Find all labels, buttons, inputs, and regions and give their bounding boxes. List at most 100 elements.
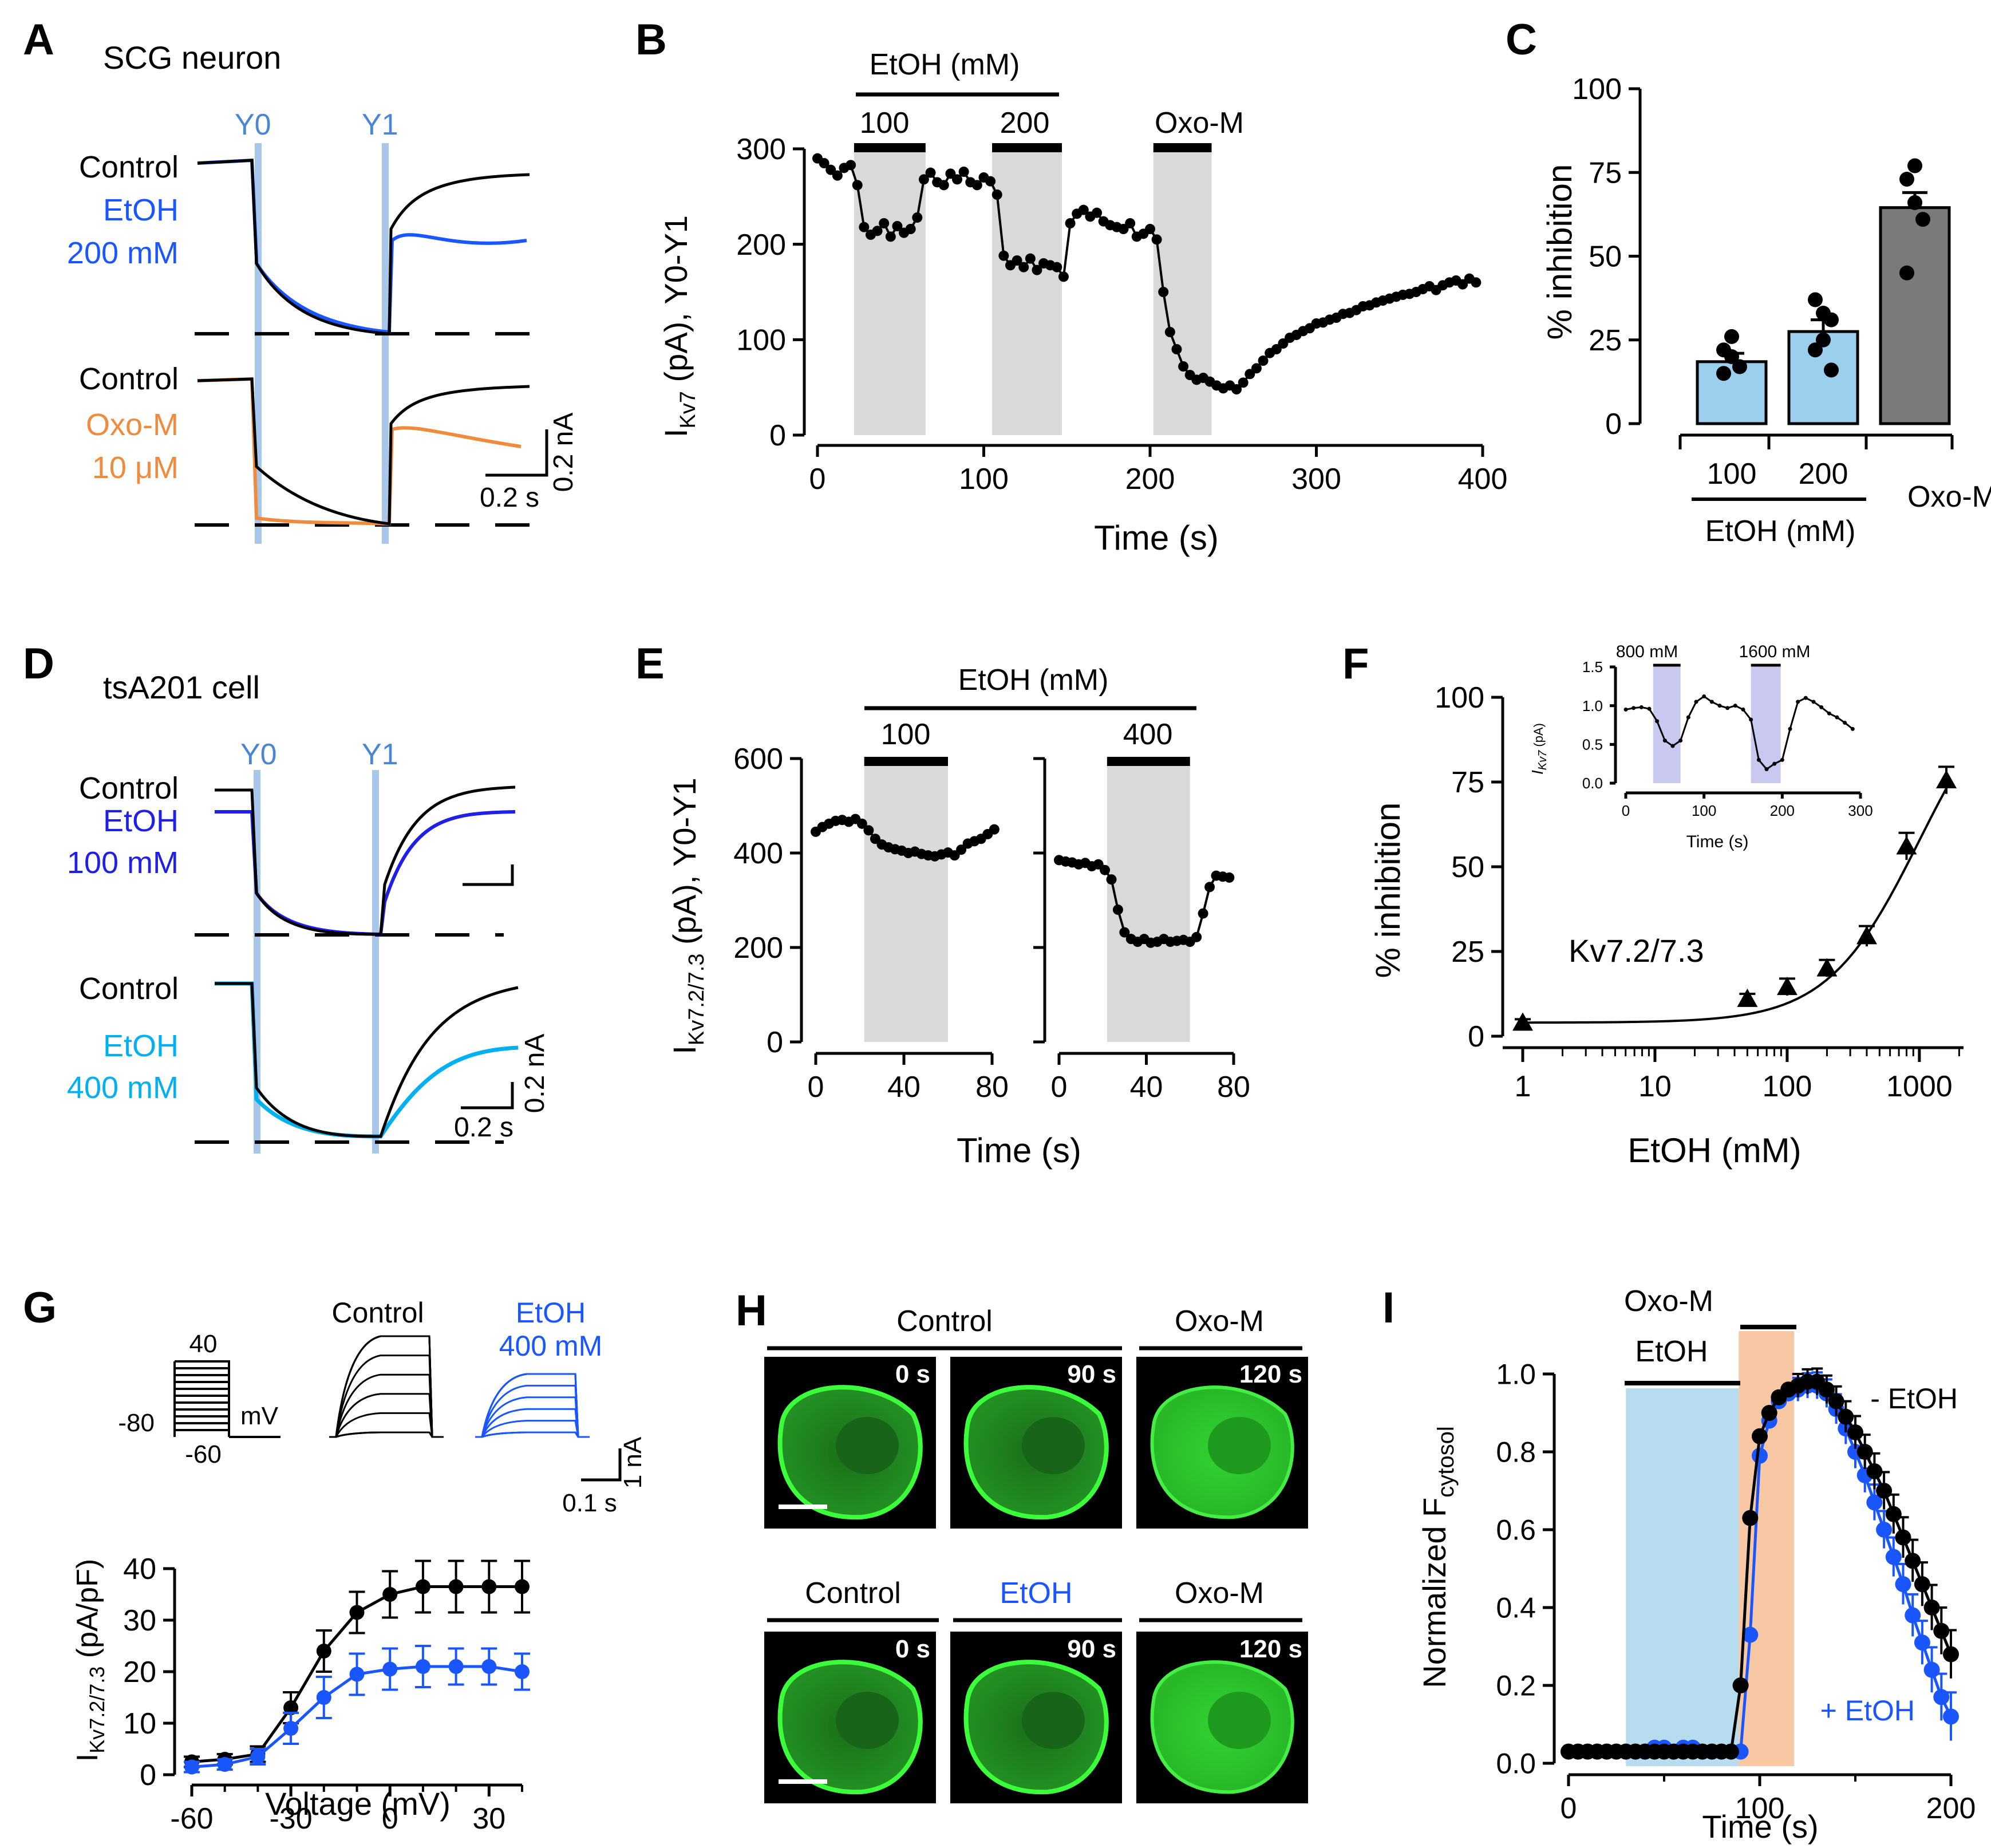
f-inset-ytick-label: 0.5 — [1582, 736, 1603, 753]
i-data-point — [1905, 1553, 1921, 1569]
g-data-point — [283, 1700, 299, 1715]
f-ytick-label: 100 — [1435, 681, 1484, 714]
h-row1-oxo: Oxo-M — [1175, 1305, 1264, 1338]
panel-letter-b: B — [635, 15, 667, 64]
c-bar-100 — [1696, 360, 1768, 425]
f-xtick-label: 10 — [1638, 1070, 1672, 1103]
f-inset-point — [1819, 705, 1824, 709]
g-label-etoh-conc: 400 mM — [499, 1330, 603, 1362]
f-inset-xtick-label: 100 — [1692, 802, 1716, 819]
f-inset-point — [1772, 761, 1777, 766]
i-ytick-label: 0.2 — [1496, 1670, 1536, 1702]
i-xtick-label: 100 — [1735, 1792, 1785, 1825]
g-data-point — [415, 1659, 430, 1674]
b-app-100: 100 — [860, 106, 910, 140]
i-label-oxo: Oxo-M — [1624, 1285, 1713, 1318]
g-ylabel: IKv7.2/7.3 (pA/pF) — [71, 1559, 109, 1762]
f-inset-point — [1709, 700, 1714, 704]
c-data-point — [1915, 212, 1930, 227]
c-cat-100: 100 — [1707, 457, 1757, 491]
g-scale-y: 1 nA — [619, 1436, 647, 1488]
b-data-point — [1052, 262, 1062, 273]
b-xtick-label: 200 — [1125, 463, 1175, 496]
f-inset-point — [1647, 706, 1652, 711]
b-data-point — [998, 250, 1009, 261]
h-cell-nucleus — [836, 1417, 899, 1474]
c-data-point — [1899, 265, 1914, 281]
b-shaded-interval — [992, 148, 1062, 435]
g-label-control: Control — [331, 1297, 424, 1329]
c-bar-Oxo-M — [1879, 206, 1951, 425]
g-data-point — [250, 1749, 266, 1764]
e-app-400: 400 — [1123, 718, 1173, 751]
panel-h: Control Oxo-M Control EtOH Oxo-M 0 s 90 s… — [764, 1305, 1308, 1803]
b-data-point — [1164, 327, 1175, 337]
f-data-point — [1776, 977, 1798, 996]
b-data-point — [1251, 363, 1262, 374]
h-timestamp: 90 s — [1067, 1635, 1116, 1663]
scale-bar-a — [485, 429, 548, 477]
panel-d: tsA201 cell Y0 Y1 Control EtOH 100 mM Co… — [67, 669, 550, 1154]
c-data-point — [1816, 305, 1831, 321]
e-data-point — [1224, 872, 1235, 883]
g-xtick-label: 30 — [472, 1802, 505, 1835]
scale-a-y: 0.2 nA — [548, 413, 579, 492]
i-data-point — [1847, 1424, 1863, 1440]
b-data-point — [892, 221, 903, 231]
b-ytick-label: 0 — [769, 419, 786, 452]
f-inset-point — [1796, 700, 1800, 704]
g-data-point — [481, 1659, 497, 1674]
h-cell-nucleus — [1022, 1692, 1085, 1749]
g-ytick-label: 20 — [123, 1656, 156, 1689]
f-inset-point — [1827, 711, 1831, 716]
c-data-point — [1724, 349, 1739, 364]
i-data-point — [1876, 1522, 1893, 1538]
h-timestamp: 90 s — [1067, 1360, 1116, 1388]
panel-b: EtOH (mM) 100 200 Oxo-M 0 100 200 300 0 100 20… — [658, 48, 1507, 557]
f-inset-point — [1694, 700, 1698, 704]
b-xlabel: Time (s) — [1094, 519, 1219, 557]
g-ytick-label: 40 — [123, 1553, 156, 1586]
panel-letter-d: D — [23, 639, 54, 688]
i-etoh-shade — [1626, 1388, 1739, 1766]
e-data-point — [989, 824, 1000, 835]
trace-control-bottom — [197, 377, 530, 526]
f-inset-point — [1623, 707, 1628, 712]
f-xtick-label: 100 — [1763, 1070, 1812, 1103]
i-data-point — [1732, 1677, 1749, 1693]
f-data-point — [1512, 1012, 1533, 1031]
g-control-current-trace — [329, 1335, 444, 1438]
f-inset-point — [1835, 715, 1839, 720]
e-left-xtick-label: 80 — [975, 1071, 1009, 1104]
f-ytick-label: 25 — [1451, 935, 1484, 969]
g-data-point — [283, 1721, 299, 1736]
i-data-point — [1838, 1408, 1854, 1425]
b-data-point — [925, 167, 936, 178]
c-ytick-label: 100 — [1572, 73, 1622, 106]
e-left-ytick-label: 0 — [767, 1026, 783, 1059]
trace-control-top — [197, 159, 530, 335]
f-inset-point — [1850, 726, 1855, 731]
d-trace-control-bottom — [215, 982, 519, 1138]
f-inset-point — [1717, 704, 1722, 708]
b-data-point — [879, 218, 890, 228]
f-inset-point — [1639, 705, 1644, 709]
i-data-point — [1943, 1646, 1959, 1663]
i-xtick-label: 200 — [1926, 1792, 1976, 1825]
h-row2-control: Control — [805, 1577, 901, 1610]
f-inset-shade — [1751, 667, 1781, 783]
c-cat-oxo: Oxo-M — [1907, 480, 1991, 514]
f-data-point — [1816, 958, 1838, 977]
f-data-point — [1737, 988, 1758, 1007]
b-app-oxo: Oxo-M — [1155, 106, 1244, 140]
b-shaded-interval — [854, 148, 926, 435]
d-cursor-y1-label: Y1 — [362, 738, 398, 771]
e-left-ytick-label: 400 — [733, 837, 783, 870]
d-label-etoh-400: 400 mM — [67, 1071, 179, 1105]
g-protocol-40: 40 — [189, 1330, 218, 1358]
h-timestamp: 120 s — [1239, 1635, 1302, 1663]
b-data-point — [1238, 377, 1249, 388]
g-voltage-protocol — [173, 1360, 281, 1438]
i-data-point — [1828, 1393, 1844, 1409]
